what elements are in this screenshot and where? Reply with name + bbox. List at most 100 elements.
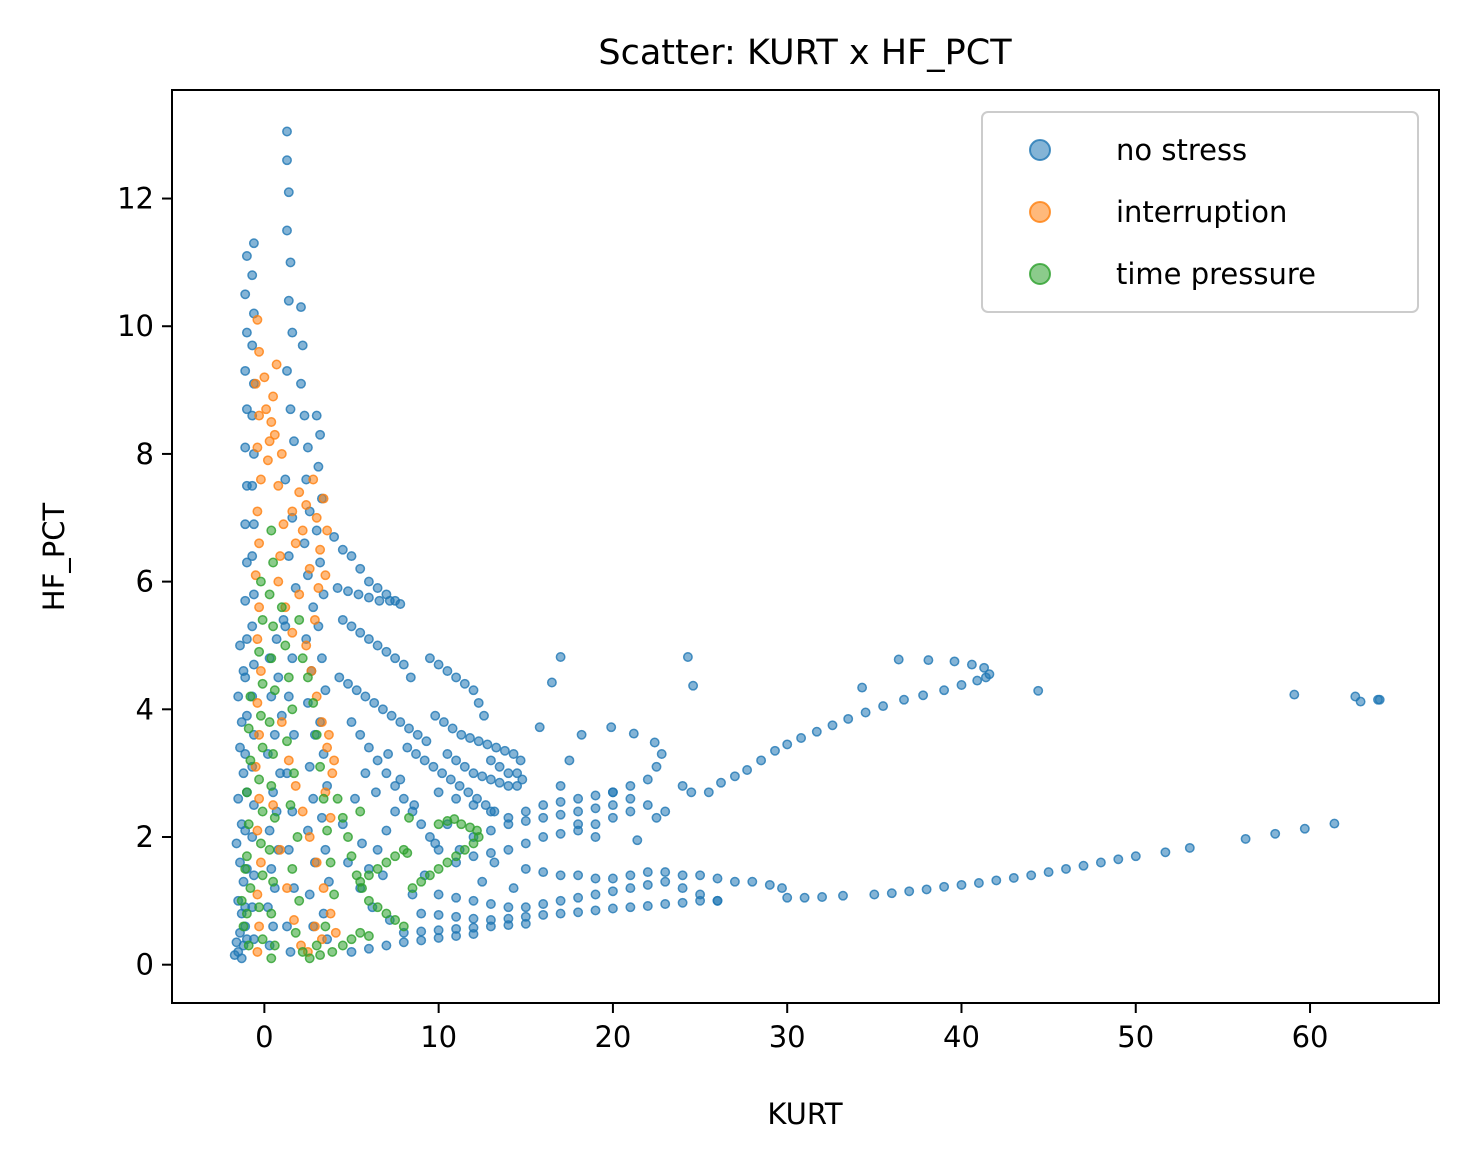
data-point: [778, 884, 786, 892]
data-point: [314, 463, 322, 471]
data-point: [283, 156, 291, 164]
data-point: [236, 641, 244, 649]
legend-marker: [1030, 202, 1050, 222]
data-point: [255, 922, 263, 930]
data-point: [379, 705, 387, 713]
data-point: [365, 871, 373, 879]
data-point: [347, 622, 355, 630]
data-point: [258, 743, 266, 751]
data-point: [373, 846, 381, 854]
data-point: [574, 820, 582, 828]
data-point: [556, 871, 564, 879]
data-point: [464, 788, 472, 796]
data-point: [431, 839, 439, 847]
data-point: [556, 897, 564, 905]
data-point: [356, 878, 364, 886]
data-point: [361, 692, 369, 700]
data-point: [452, 932, 460, 940]
data-point: [980, 664, 988, 672]
data-point: [278, 603, 286, 611]
y-axis-label: HF_PCT: [37, 503, 71, 612]
data-point: [335, 673, 343, 681]
data-point: [243, 558, 251, 566]
data-point: [288, 865, 296, 873]
data-point: [556, 811, 564, 819]
data-point: [258, 680, 266, 688]
data-point: [1186, 844, 1194, 852]
data-point: [743, 766, 751, 774]
data-point: [522, 865, 530, 873]
data-point: [426, 871, 434, 879]
data-point: [400, 660, 408, 668]
data-point: [265, 846, 273, 854]
data-point: [434, 788, 442, 796]
legend-label: no stress: [1116, 133, 1247, 167]
data-point: [644, 881, 652, 889]
data-point: [539, 833, 547, 841]
data-point: [434, 865, 442, 873]
data-point: [382, 858, 390, 866]
data-point: [243, 635, 251, 643]
data-point: [373, 865, 381, 873]
data-point: [365, 593, 373, 601]
data-point: [828, 721, 836, 729]
data-point: [306, 954, 314, 962]
data-point: [313, 514, 321, 522]
data-point: [253, 635, 261, 643]
data-point: [678, 899, 686, 907]
data-point: [757, 756, 765, 764]
data-point: [556, 798, 564, 806]
legend-marker: [1030, 264, 1050, 284]
y-tick-label: 2: [136, 820, 154, 854]
data-point: [285, 756, 293, 764]
data-point: [455, 782, 463, 790]
data-point: [487, 807, 495, 815]
data-point: [365, 635, 373, 643]
x-tick-label: 30: [769, 1020, 806, 1054]
y-tick-label: 8: [136, 437, 154, 471]
data-point: [236, 743, 244, 751]
data-point: [490, 858, 498, 866]
data-point: [285, 188, 293, 196]
data-point: [271, 431, 279, 439]
data-point: [353, 686, 361, 694]
data-point: [365, 743, 373, 751]
data-point: [292, 782, 300, 790]
data-point: [443, 750, 451, 758]
data-point: [239, 667, 247, 675]
data-point: [313, 731, 321, 739]
data-point: [403, 849, 411, 857]
data-point: [330, 533, 338, 541]
data-point: [288, 328, 296, 336]
data-point: [1161, 848, 1169, 856]
data-point: [238, 897, 246, 905]
data-point: [1097, 858, 1105, 866]
legend: no stressinterruptiontime pressure: [982, 112, 1418, 312]
data-point: [257, 712, 265, 720]
data-point: [438, 769, 446, 777]
data-point: [271, 814, 279, 822]
data-point: [257, 858, 265, 866]
data-point: [288, 654, 296, 662]
data-point: [241, 290, 249, 298]
data-point: [328, 769, 336, 777]
data-point: [250, 660, 258, 668]
data-point: [323, 743, 331, 751]
data-point: [591, 791, 599, 799]
data-point: [292, 539, 300, 547]
data-point: [309, 699, 317, 707]
data-point: [267, 782, 275, 790]
data-point: [243, 852, 251, 860]
data-point: [539, 814, 547, 822]
data-point: [323, 526, 331, 534]
data-point: [626, 795, 634, 803]
data-point: [326, 858, 334, 866]
data-point: [243, 909, 251, 917]
data-point: [387, 712, 395, 720]
chart-title: Scatter: KURT x HF_PCT: [598, 33, 1012, 73]
data-point: [241, 367, 249, 375]
data-point: [276, 552, 284, 560]
data-point: [245, 724, 253, 732]
data-point: [269, 622, 277, 630]
data-point: [313, 941, 321, 949]
